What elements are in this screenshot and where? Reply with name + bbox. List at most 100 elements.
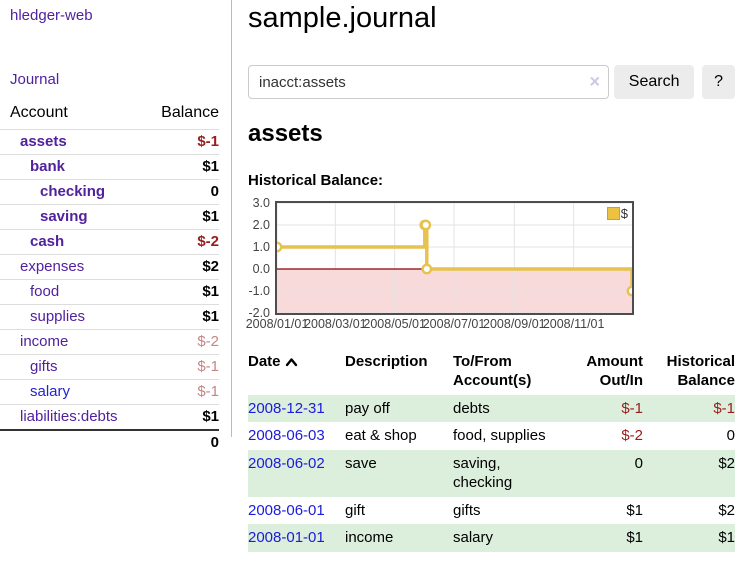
y-axis-tick-label: 0.0 (252, 262, 270, 276)
register-row: 2008-01-01 income salary $1 $1 (248, 524, 735, 552)
transaction-date-link[interactable]: 2008-06-02 (248, 454, 325, 472)
transaction-accounts[interactable]: salary (453, 529, 494, 546)
transaction-accounts[interactable]: saving, checking (453, 454, 513, 492)
transaction-amount: $-2 (621, 427, 643, 444)
account-link-liabilities-debts[interactable]: liabilities:debts (20, 408, 118, 425)
account-row: cash $-2 (0, 229, 219, 255)
data-point-marker (421, 263, 433, 275)
transaction-balance: $1 (718, 529, 735, 546)
account-link-gifts[interactable]: gifts (30, 358, 58, 375)
account-link-assets[interactable]: assets (20, 133, 67, 150)
search-input[interactable] (248, 65, 609, 99)
search-button[interactable]: Search (614, 65, 695, 99)
search-form: × Search ? (248, 65, 735, 99)
x-axis-tick-label: 2008/01/01 (245, 317, 309, 331)
legend-swatch-icon (606, 207, 620, 220)
chart-title: Historical Balance: (248, 172, 384, 189)
transaction-balance: $-1 (713, 399, 735, 417)
transaction-amount: $1 (626, 501, 643, 519)
y-axis-tick-label: 3.0 (252, 196, 270, 210)
accounts-table-body: assets $-1 bank $1 checking 0 saving $1 cash $-2 e… (0, 129, 219, 455)
account-row: gifts $-1 (0, 354, 219, 380)
transaction-description: eat & shop (345, 427, 417, 444)
register-table: Date Description To/From Account(s) Amoun… (248, 351, 735, 552)
sidebar-item-journal[interactable]: Journal (10, 71, 60, 88)
transaction-date-link[interactable]: 2008-06-03 (248, 427, 325, 444)
account-link-income[interactable]: income (20, 333, 69, 350)
account-balance: $-2 (146, 329, 219, 355)
accounts-total-balance: 0 (146, 429, 219, 455)
account-heading: assets (248, 120, 323, 147)
date-header-label: Date (248, 353, 281, 370)
register-row: 2008-12-31 pay off debts $-1 $-1 (248, 394, 735, 422)
chart-plot: $ (275, 201, 634, 315)
account-link-bank[interactable]: bank (30, 158, 66, 175)
account-link-cash[interactable]: cash (30, 233, 65, 250)
search-box: × (248, 65, 609, 99)
account-row: checking 0 (0, 179, 219, 205)
transaction-date-link[interactable]: 2008-06-01 (248, 501, 325, 519)
account-link-food[interactable]: food (30, 283, 60, 300)
x-axis-tick-label: 2008/09/01 (483, 317, 546, 331)
account-link-supplies[interactable]: supplies (30, 308, 86, 325)
y-axis-tick-label: 2.0 (252, 218, 270, 232)
date-column-header[interactable]: Date (248, 351, 345, 395)
transaction-accounts[interactable]: food, supplies (453, 427, 546, 444)
x-axis-tick-label: 2008/05/01 (363, 317, 426, 331)
accounts-column-header-register: To/From Account(s) (453, 353, 532, 389)
register-table-body: 2008-12-31 pay off debts $-1 $-1 2008-06-03 ea… (248, 394, 735, 552)
y-axis-tick-label: -2.0 (248, 306, 270, 320)
y-axis-tick-label: 1.0 (252, 240, 270, 254)
account-balance: $2 (146, 254, 219, 280)
chart-canvas (277, 203, 632, 313)
register-row: 2008-06-02 save saving, checking 0 $2 (248, 449, 735, 497)
chart-x-axis: 2008/01/01 2008/03/01 2008/05/01 2008/07/01… (246, 317, 634, 333)
account-row: liabilities:debts $1 (0, 404, 219, 430)
chart-y-axis: 3.0 2.0 1.0 0.0 -1.0 -2.0 (248, 196, 275, 320)
app-brand-link[interactable]: hledger-web (10, 7, 93, 24)
accounts-column-header: Account (10, 104, 68, 121)
data-point-marker (420, 219, 432, 231)
transaction-description: save (345, 454, 377, 472)
clear-search-icon[interactable]: × (589, 71, 600, 92)
account-balance: $-1 (146, 129, 219, 155)
x-axis-tick-label: 2008/11/01 (542, 317, 605, 331)
balance-column-header-register: Historical Balance (666, 353, 735, 389)
account-balance: 0 (146, 179, 219, 205)
transaction-balance: 0 (726, 427, 735, 444)
account-balance: $-1 (146, 379, 219, 405)
register-row: 2008-06-03 eat & shop food, supplies $-2 0 (248, 422, 735, 450)
account-link-expenses[interactable]: expenses (20, 258, 85, 275)
transaction-accounts[interactable]: gifts (453, 501, 481, 519)
y-axis-tick-label: -1.0 (248, 284, 270, 298)
account-row: income $-2 (0, 329, 219, 355)
account-row: saving $1 (0, 204, 219, 230)
transaction-description: pay off (345, 399, 390, 417)
account-row: assets $-1 (0, 129, 219, 155)
account-row: bank $1 (0, 154, 219, 180)
transaction-accounts[interactable]: debts (453, 399, 490, 417)
account-row: salary $-1 (0, 379, 219, 405)
transaction-balance: $2 (718, 454, 735, 472)
account-balance: $1 (146, 154, 219, 180)
page-title: sample.journal (248, 2, 437, 34)
transaction-date-link[interactable]: 2008-12-31 (248, 399, 325, 417)
legend-label: $ (620, 206, 628, 221)
transaction-amount: $1 (626, 529, 643, 546)
balance-column-header: Balance (161, 104, 219, 121)
accounts-table: Account Balance assets $-1 bank $1 checking 0… (0, 100, 219, 455)
help-button[interactable]: ? (702, 65, 735, 99)
account-link-saving[interactable]: saving (40, 208, 88, 225)
data-point-marker (277, 241, 283, 253)
chart-legend: $ (606, 206, 628, 221)
account-link-salary[interactable]: salary (30, 383, 71, 400)
sort-ascending-icon (285, 358, 297, 367)
transaction-date-link[interactable]: 2008-01-01 (248, 529, 325, 546)
account-link-checking[interactable]: checking (40, 183, 106, 200)
accounts-total-row: 0 (0, 429, 219, 455)
data-point-marker (626, 285, 632, 297)
transaction-amount: 0 (634, 454, 643, 472)
description-column-header: Description (345, 353, 428, 370)
accounts-table-header: Account Balance (0, 100, 219, 130)
transaction-description: income (345, 529, 394, 546)
